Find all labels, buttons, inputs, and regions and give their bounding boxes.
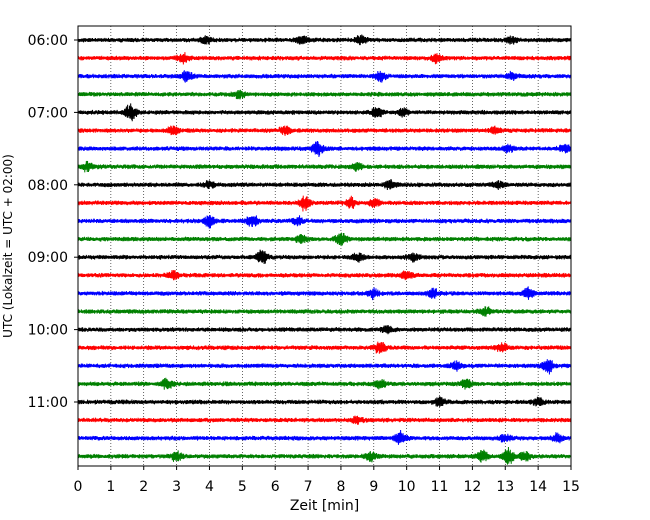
- trace-0915: [77, 269, 572, 281]
- trace-0945: [77, 306, 572, 317]
- trace-0600: [77, 34, 572, 46]
- x-tick-label: 12: [463, 479, 481, 495]
- x-tick-label: 13: [496, 479, 514, 495]
- trace-0900: [77, 249, 572, 264]
- trace-1015: [77, 341, 572, 354]
- trace-1030: [77, 359, 572, 375]
- trace-0745: [77, 160, 572, 173]
- x-tick-label: 5: [238, 479, 247, 495]
- x-tick-label: 9: [369, 479, 378, 495]
- y-tick-label: 06:00: [28, 33, 68, 49]
- trace-0815: [77, 195, 572, 212]
- y-tick-label: 09:00: [28, 250, 68, 266]
- trace-0830: [77, 215, 572, 229]
- trace-0930: [77, 286, 572, 301]
- x-axis-label: Zeit [min]: [290, 498, 359, 514]
- trace-0645: [77, 89, 572, 100]
- y-tick-label: 11:00: [28, 395, 68, 411]
- trace-0615: [77, 52, 572, 65]
- x-tick-label: 1: [106, 479, 115, 495]
- y-tick-label: 08:00: [28, 178, 68, 194]
- x-tick-label: 0: [74, 479, 83, 495]
- trace-1045: [77, 377, 572, 390]
- x-tick-label: 10: [398, 479, 416, 495]
- y-axis-label: UTC (Lokalzeit = UTC + 02:00): [1, 154, 15, 338]
- y-tick-label: 10:00: [28, 323, 68, 339]
- trace-0730: [77, 141, 572, 158]
- x-tick-label: 2: [139, 479, 148, 495]
- trace-1115: [77, 415, 572, 425]
- x-tick-label: 4: [205, 479, 214, 495]
- y-axis-ticks: 06:00 07:00 08:00 09:00 10:00 11:00: [28, 33, 78, 411]
- x-tick-label: 15: [562, 479, 580, 495]
- trace-0630: [77, 70, 572, 83]
- trace-1130: [77, 430, 572, 445]
- seismic-traces: [77, 34, 572, 465]
- x-axis-ticks: 0 1 2 3 4 5 6 7 8 9 10 11 12 13 14 15: [74, 466, 580, 495]
- x-tick-label: 6: [271, 479, 280, 495]
- x-tick-label: 3: [172, 479, 181, 495]
- x-tick-label: 11: [431, 479, 449, 495]
- trace-0800: [77, 179, 572, 190]
- y-tick-label: 07:00: [28, 105, 68, 121]
- x-tick-label: 8: [336, 479, 345, 495]
- grid-lines: [110, 26, 539, 466]
- trace-1000: [77, 325, 572, 335]
- x-tick-label: 14: [529, 479, 547, 495]
- x-tick-label: 7: [304, 479, 313, 495]
- trace-1145: [77, 446, 572, 465]
- trace-0845: [77, 232, 572, 247]
- trace-0715: [77, 125, 572, 136]
- plot-frame: [77, 25, 572, 467]
- trace-1100: [77, 396, 572, 408]
- trace-0700: [77, 103, 572, 122]
